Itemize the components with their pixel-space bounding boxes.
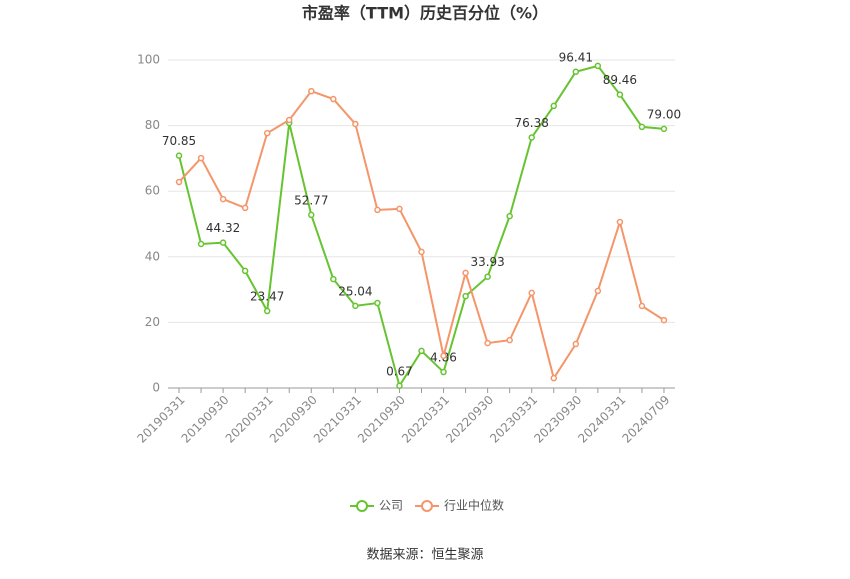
point <box>440 368 447 376</box>
point <box>263 129 271 137</box>
y-tick-label: 40 <box>145 249 160 263</box>
point <box>462 292 469 300</box>
point <box>572 340 580 348</box>
data-label: 0.67 <box>386 364 413 378</box>
point <box>638 302 646 310</box>
point <box>550 102 558 110</box>
point <box>175 152 183 159</box>
point <box>241 204 249 212</box>
y-tick-label: 60 <box>145 184 160 198</box>
point <box>219 195 227 203</box>
point <box>263 307 271 315</box>
point <box>308 211 315 219</box>
y-tick-label: 20 <box>145 315 160 329</box>
y-tick-label: 80 <box>145 118 160 132</box>
point <box>594 287 602 295</box>
data-label: 79.00 <box>647 107 681 121</box>
x-tick-label: 20240709 <box>619 393 672 446</box>
data-label: 44.32 <box>206 221 240 235</box>
point <box>374 206 381 214</box>
point <box>572 68 580 76</box>
point <box>660 316 668 324</box>
point <box>528 134 535 141</box>
point <box>197 240 205 248</box>
data-label: 70.85 <box>162 134 196 148</box>
data-label: 23.47 <box>250 290 284 304</box>
data-label: 52.77 <box>294 193 328 207</box>
chart-title: 市盈率（TTM）历史百分位（%） <box>302 4 548 23</box>
point <box>660 125 668 133</box>
point <box>285 116 293 124</box>
point <box>440 352 447 360</box>
point <box>462 269 469 277</box>
point <box>352 302 359 310</box>
point <box>308 87 315 95</box>
point <box>219 239 227 246</box>
legend-marker <box>421 500 433 512</box>
point <box>594 62 602 70</box>
point <box>374 299 381 307</box>
series-line <box>178 89 665 381</box>
point <box>638 123 646 131</box>
source: 数据来源：恒生聚源 <box>366 548 483 563</box>
legend-marker <box>356 500 368 512</box>
point <box>396 205 403 213</box>
data-label: 89.46 <box>603 73 637 87</box>
point <box>506 336 513 344</box>
point <box>616 91 624 98</box>
data-label: 25.04 <box>338 284 372 298</box>
y-tick-label: 0 <box>152 381 160 395</box>
point <box>330 95 337 103</box>
point <box>616 218 624 226</box>
point <box>506 212 513 220</box>
point <box>550 374 558 382</box>
y-tick-label: 100 <box>137 53 160 67</box>
data-label: 96.41 <box>559 50 593 64</box>
point <box>418 347 425 355</box>
point <box>484 273 491 280</box>
point <box>528 289 535 297</box>
point <box>418 248 425 256</box>
point <box>197 154 205 162</box>
data-label: 76.38 <box>515 116 549 130</box>
legend-label: 公司 <box>379 499 403 513</box>
series-line <box>178 64 665 389</box>
point <box>396 382 403 390</box>
point <box>484 339 491 347</box>
point <box>330 275 337 283</box>
point <box>241 267 249 275</box>
point <box>352 120 359 128</box>
legend-label: 行业中位数 <box>444 498 504 513</box>
point <box>175 178 183 186</box>
data-label: 33.93 <box>470 255 504 269</box>
